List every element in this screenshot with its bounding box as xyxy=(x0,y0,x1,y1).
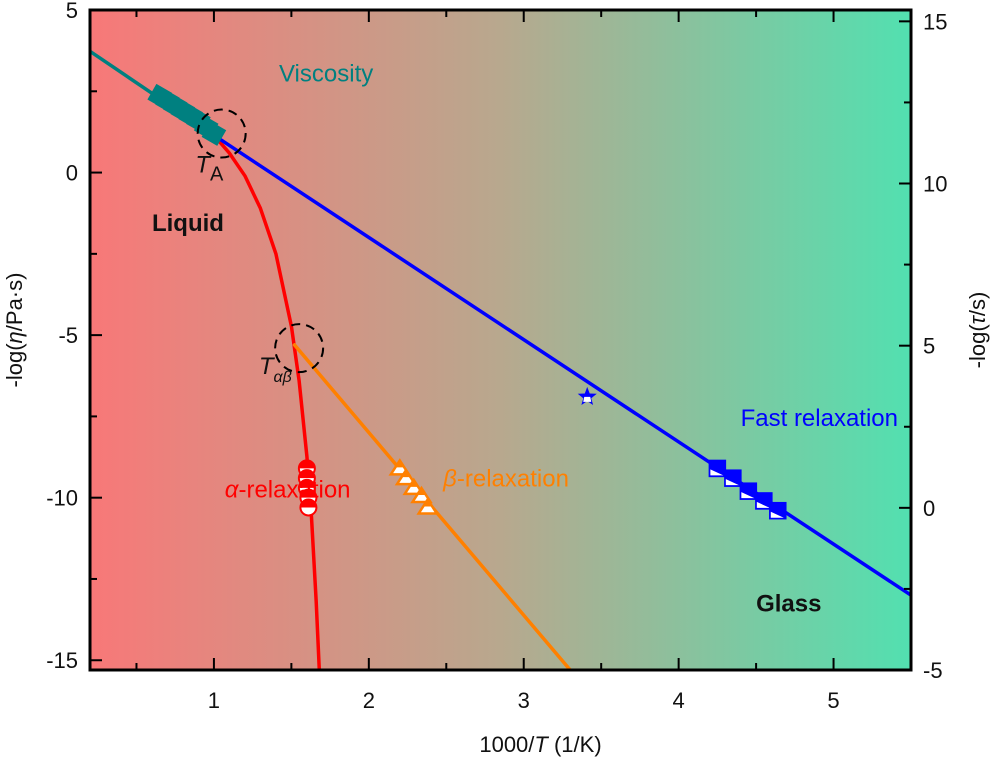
beta-relaxation-data-marker xyxy=(410,485,433,504)
beta-relaxation-data-marker xyxy=(394,467,418,486)
fast-relaxation-data-marker xyxy=(708,459,727,478)
fast-relaxation-data-marker xyxy=(739,482,758,500)
y-right-tick-label: 15 xyxy=(923,9,947,34)
y-left-tick-label: -10 xyxy=(46,486,78,511)
x-tick-label: 3 xyxy=(518,688,530,713)
star-marker-fill xyxy=(583,396,592,402)
y-left-tick-label: -5 xyxy=(58,323,78,348)
alpha-relaxation-data-marker xyxy=(299,498,318,517)
marker-fill xyxy=(770,511,784,518)
x-tick-label: 4 xyxy=(673,688,685,713)
annotation-liquid: Liquid xyxy=(152,210,224,237)
y-right-axis-title: -log(τ/s) xyxy=(965,292,990,369)
fast-relaxation-star-marker xyxy=(577,386,597,405)
y-left-axis-title: -log(η/Pa·s) xyxy=(2,273,27,388)
y-left-tick-label: 5 xyxy=(66,0,78,23)
beta-relaxation-data-marker xyxy=(416,497,439,515)
plot-frame xyxy=(88,8,913,672)
marker-fill xyxy=(298,460,315,469)
y-right-tick-label: 0 xyxy=(923,496,935,521)
marker-fill xyxy=(756,501,770,508)
marker-fill xyxy=(298,470,315,479)
x-tick-label: 5 xyxy=(827,688,839,713)
annotation-tab: Tαβ xyxy=(259,353,292,386)
fast-relaxation-data-marker xyxy=(755,492,773,510)
marker-fill xyxy=(401,470,411,478)
marker-fill xyxy=(741,492,755,499)
marker-fill xyxy=(300,489,317,498)
x-tick-label: 2 xyxy=(363,688,375,713)
marker-fill xyxy=(710,469,724,476)
plot-background xyxy=(90,10,911,670)
y-right-tick-label: 10 xyxy=(923,172,947,197)
marker-fill xyxy=(423,499,433,507)
fast-relaxation-data-marker xyxy=(724,469,742,487)
fast-relaxation-data-marker xyxy=(769,501,787,520)
dashed-circle-t-alpha-beta xyxy=(274,323,325,374)
fast-relaxation-line xyxy=(212,133,911,597)
beta-relaxation-data-marker xyxy=(402,477,426,496)
marker-fill xyxy=(725,479,739,486)
y-right-tick-label: 5 xyxy=(923,334,935,359)
marker-fill xyxy=(300,499,317,508)
marker-fill xyxy=(409,479,419,487)
dashed-circle-t-a xyxy=(196,108,247,159)
y-left-tick-label: 0 xyxy=(66,161,78,186)
marker-fill xyxy=(298,479,315,488)
annotation-viscosity: Viscosity xyxy=(279,61,373,88)
annotation-alpha: α-relaxation xyxy=(225,477,351,504)
annotation-ta: TA xyxy=(195,152,224,186)
viscosity-data-marker xyxy=(201,121,227,146)
y-left-tick-label: -15 xyxy=(46,648,78,673)
annotation-glass: Glass xyxy=(756,590,821,617)
x-tick-label: 1 xyxy=(208,688,220,713)
y-right-tick-label: -5 xyxy=(923,658,943,683)
annotation-fast: Fast relaxation xyxy=(741,405,898,432)
annotation-beta: β-relaxation xyxy=(442,465,569,492)
marker-fill xyxy=(416,488,426,496)
x-axis-title: 1000/T (1/K) xyxy=(479,732,601,757)
alpha-relaxation-curve-line xyxy=(212,133,322,670)
marker-fill xyxy=(395,460,405,468)
